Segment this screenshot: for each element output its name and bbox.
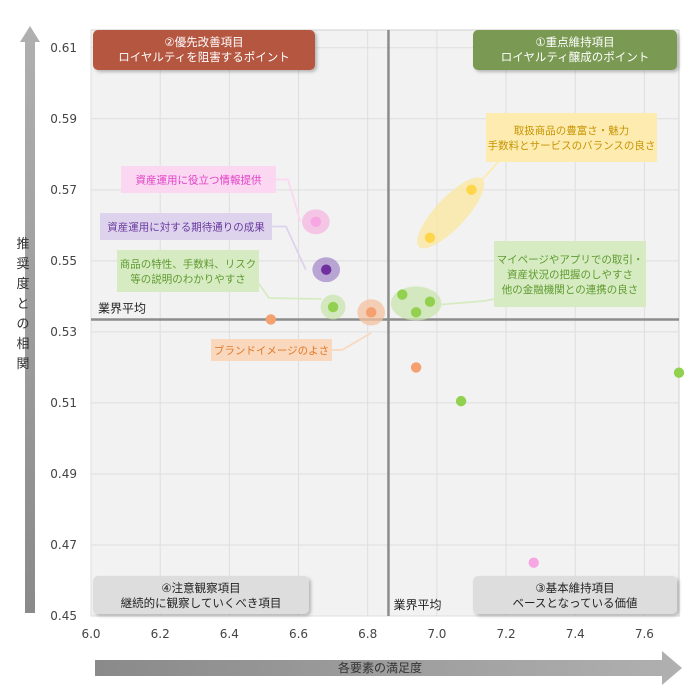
x-tick-label: 6.6 [289, 627, 308, 641]
quadrant-label-box [93, 30, 315, 70]
quadrant-label-box [473, 30, 677, 70]
data-point [410, 362, 422, 373]
y-tick-label: 0.61 [50, 41, 77, 55]
y-axis-arrow [20, 26, 40, 613]
data-point [673, 367, 685, 378]
data-point [265, 314, 277, 325]
annotation-label: 資産運用に役立つ情報提供 [136, 174, 262, 187]
annotation-connector [258, 283, 322, 300]
x-tick-label: 7.6 [635, 627, 654, 641]
annotation-connector [477, 161, 499, 184]
data-point [455, 395, 467, 407]
annotation-label: 他の金融機関との連携の良さ [502, 283, 638, 296]
data-point [424, 296, 436, 307]
y-axis-title-char: 奨 [16, 257, 29, 272]
data-point [410, 307, 422, 318]
data-point [365, 307, 377, 318]
y-axis-title-char: 相 [16, 337, 29, 352]
x-axis-title: 各要素の満足度 [338, 660, 422, 675]
data-point [310, 216, 322, 227]
annotation-box [117, 250, 259, 292]
annotation-connector [272, 225, 307, 271]
annotation-box [494, 241, 646, 307]
highlight-ellipse [417, 177, 485, 249]
y-axis-title-char: の [16, 317, 29, 332]
x-tick-label: 6.4 [220, 627, 239, 641]
y-axis-title: 推奨度との相関 [16, 237, 29, 372]
annotation-connector [441, 298, 495, 306]
quadrant-subtitle: 継続的に観察していくべき項目 [121, 596, 282, 610]
average-label-horizontal: 業界平均 [98, 301, 146, 315]
annotation-label: ブランドイメージのよさ [214, 344, 329, 357]
quadrant-subtitle: ロイヤルティを阻害するポイント [118, 50, 289, 64]
annotation-label: 手数料とサービスのバランスの良さ [488, 139, 656, 152]
x-tick-label: 6.0 [81, 627, 100, 641]
y-tick-label: 0.53 [50, 325, 77, 339]
annotation-box [486, 113, 657, 162]
annotation-box [100, 213, 272, 240]
y-axis-title-char: 度 [16, 276, 29, 292]
data-point [466, 184, 477, 196]
annotation-label: 取扱商品の豊富さ・魅力 [514, 124, 630, 137]
annotation-connectors [258, 161, 499, 351]
annotation-connector [276, 178, 302, 223]
data-points [265, 184, 685, 568]
y-tick-label: 0.51 [50, 396, 77, 410]
y-tick-label: 0.59 [50, 112, 77, 126]
quadrant-label-box [93, 576, 309, 614]
x-tick-label: 7.2 [497, 627, 516, 641]
y-tick-label: 0.55 [50, 254, 77, 268]
quadrant-title: ②優先改善項目 [164, 35, 243, 49]
annotation-label: 等の説明のわかりやすさ [130, 273, 246, 286]
annotation-box [121, 166, 276, 193]
x-tick-label: 6.8 [358, 627, 377, 641]
average-label-vertical: 業界平均 [393, 598, 441, 612]
y-tick-label: 0.45 [50, 609, 77, 623]
axis-ticks: 6.0 6.2 6.4 6.6 6.8 7.0 7.2 7.4 7.6 0.61 0.59 0.57 0… [50, 41, 654, 641]
data-point [321, 264, 332, 275]
quadrant-title: ④注意観察項目 [161, 581, 240, 595]
data-point [528, 557, 539, 568]
y-axis-title-char: 関 [16, 357, 29, 372]
data-point [397, 289, 408, 300]
y-tick-label: 0.57 [50, 183, 77, 197]
annotation-label: 資産運用に対する期待通りの成果 [107, 221, 265, 234]
data-point [327, 301, 339, 313]
y-tick-label: 0.47 [50, 538, 77, 552]
quadrant-title: ①重点維持項目 [535, 35, 614, 49]
y-axis-title-char: 推 [16, 237, 29, 252]
quadrant-subtitle: ベースとなっている価値 [512, 596, 638, 610]
x-tick-label: 6.2 [151, 627, 170, 641]
quadrant-subtitle: ロイヤルティ醸成のポイント [501, 50, 649, 64]
y-axis-title-char: と [16, 297, 29, 312]
annotation-label: マイページやアプリでの取引・ [497, 253, 644, 266]
quadrant-label-box [473, 576, 677, 614]
x-axis-arrow [95, 651, 682, 685]
quadrant-title: ③基本維持項目 [535, 581, 614, 595]
data-point [424, 232, 436, 243]
annotation-label: 商品の特性、手数料、リスク [120, 258, 257, 271]
annotation-box [211, 339, 332, 361]
annotation-label: 資産状況の把握のしやすさ [507, 268, 633, 281]
annotation-boxes: 取扱商品の豊富さ・魅力手数料とサービスのバランスの良さ資産運用に役立つ情報提供資… [100, 113, 657, 361]
x-tick-label: 7.4 [566, 627, 585, 641]
y-tick-label: 0.49 [50, 467, 77, 481]
x-tick-label: 7.0 [427, 627, 446, 641]
annotation-connector [332, 332, 372, 351]
